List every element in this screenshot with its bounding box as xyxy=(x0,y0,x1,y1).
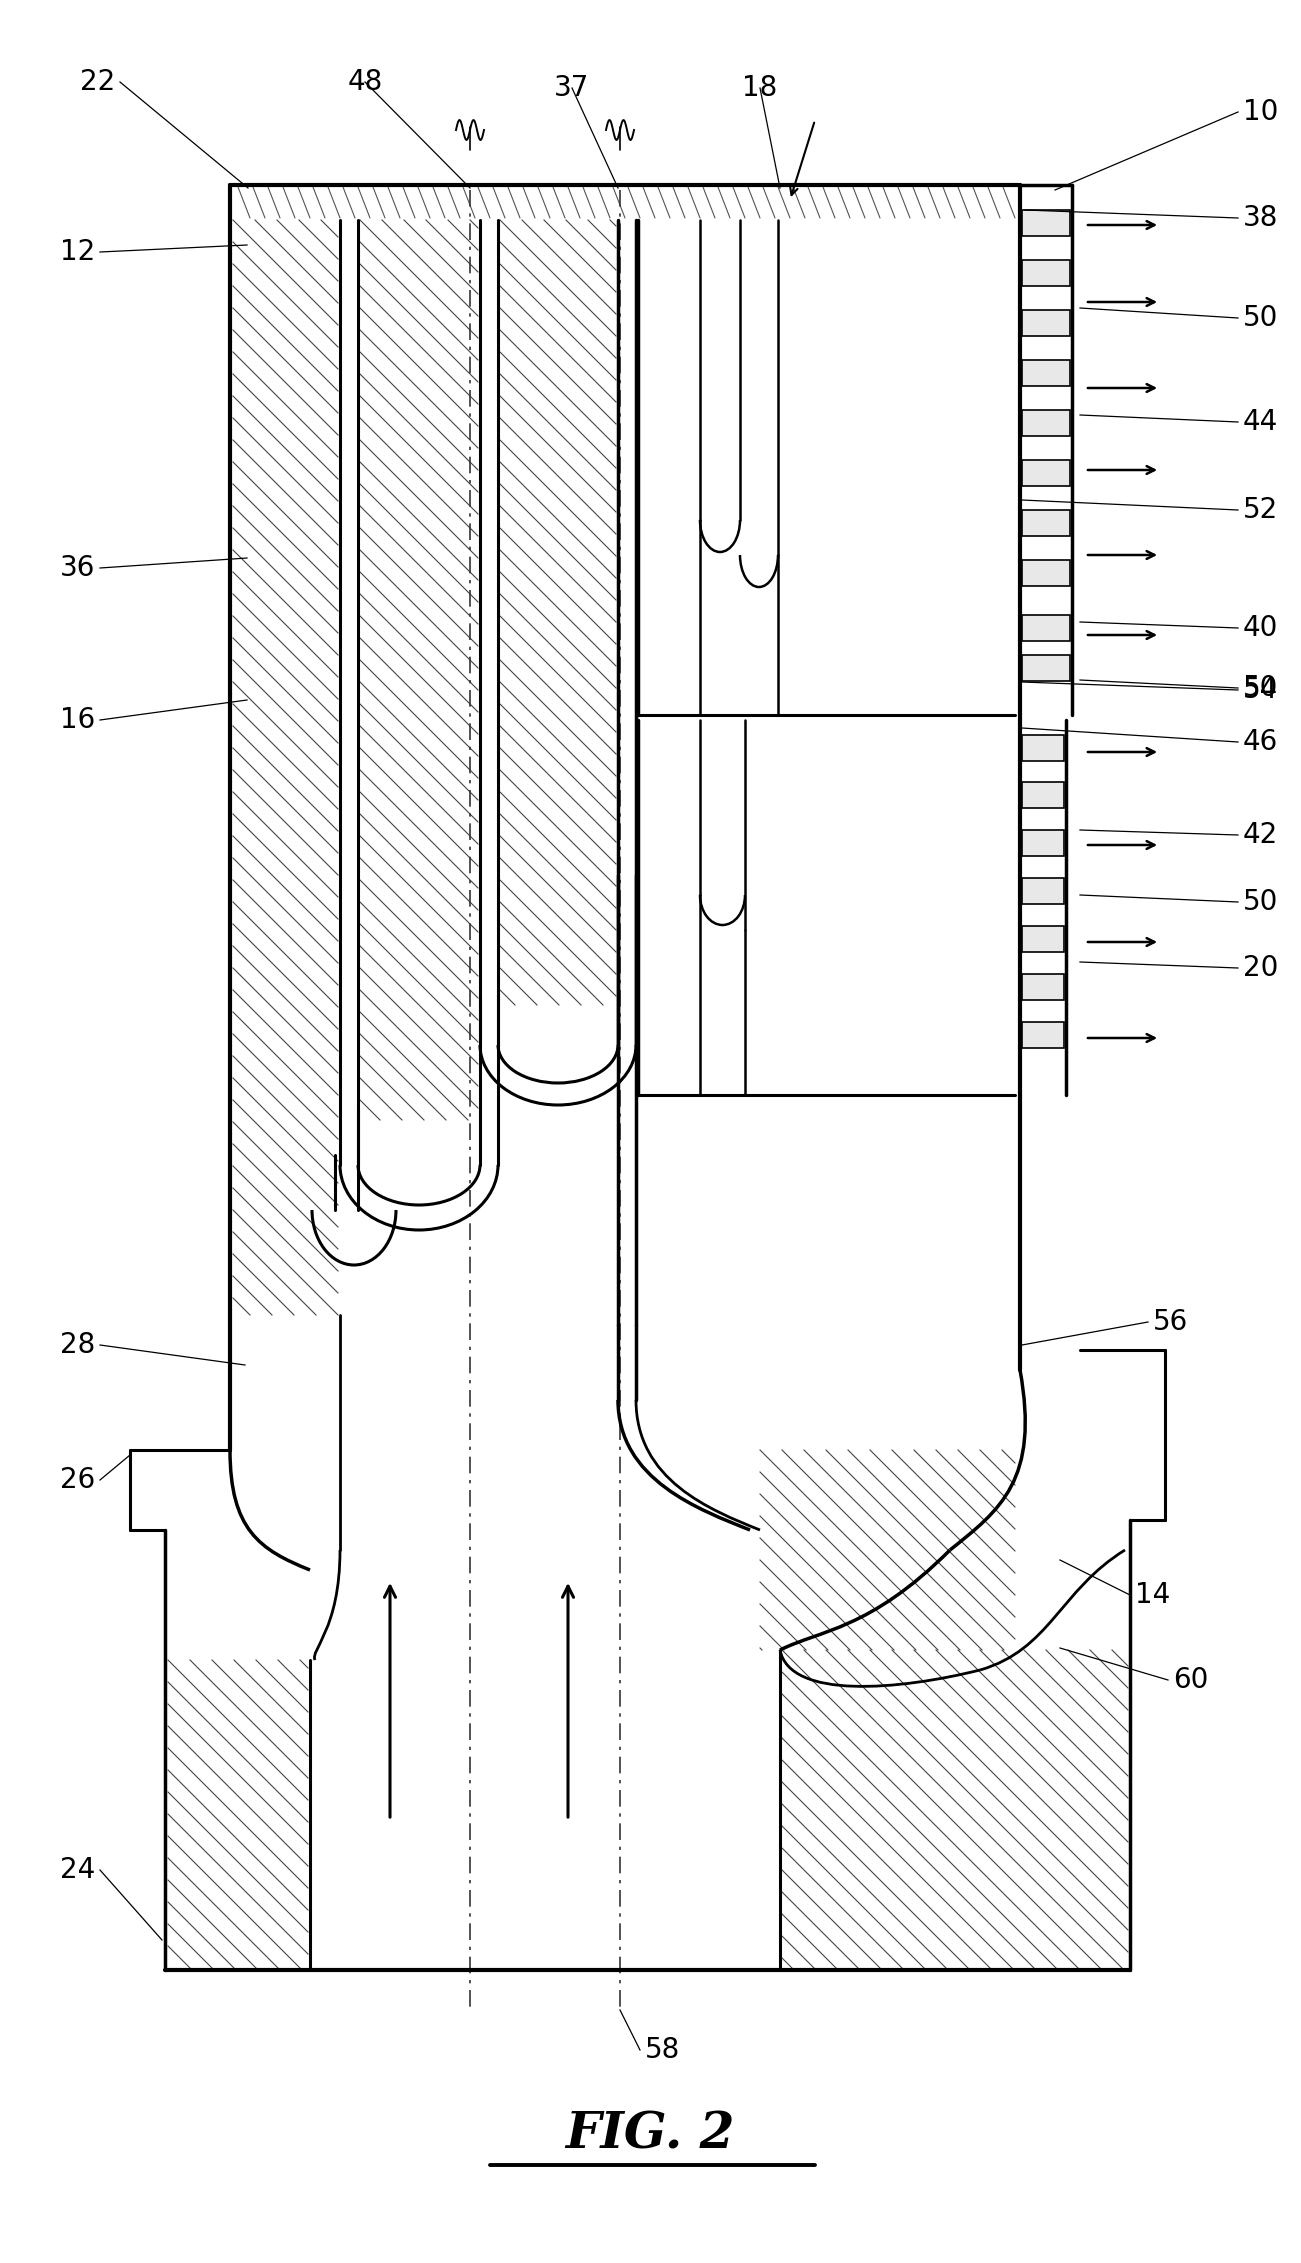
Bar xyxy=(1023,831,1064,855)
Text: 24: 24 xyxy=(60,1856,95,1885)
Text: 46: 46 xyxy=(1242,729,1279,756)
Text: 44: 44 xyxy=(1242,407,1279,437)
Bar xyxy=(1023,559,1069,586)
Bar xyxy=(1023,616,1069,640)
Bar xyxy=(1023,459,1069,487)
Text: 50: 50 xyxy=(1242,303,1279,333)
Text: 12: 12 xyxy=(60,238,95,267)
Text: 38: 38 xyxy=(1242,204,1279,233)
Bar xyxy=(1023,509,1069,536)
Text: 36: 36 xyxy=(60,554,95,582)
Text: 18: 18 xyxy=(743,75,778,102)
Text: 37: 37 xyxy=(554,75,589,102)
Text: 52: 52 xyxy=(1242,496,1279,525)
Bar xyxy=(1023,926,1064,953)
Text: 20: 20 xyxy=(1242,955,1279,982)
Text: 10: 10 xyxy=(1242,97,1279,127)
Text: 50: 50 xyxy=(1242,674,1279,702)
Text: FIG. 2: FIG. 2 xyxy=(566,2111,735,2159)
Text: 60: 60 xyxy=(1174,1666,1209,1695)
Text: 42: 42 xyxy=(1242,821,1279,849)
Text: 40: 40 xyxy=(1242,613,1279,643)
Bar xyxy=(1023,973,1064,1000)
Bar xyxy=(1023,735,1064,760)
Text: 16: 16 xyxy=(60,706,95,733)
Text: 50: 50 xyxy=(1242,887,1279,917)
Text: 22: 22 xyxy=(79,68,114,95)
Bar xyxy=(1023,783,1064,808)
Text: 48: 48 xyxy=(347,68,382,95)
Text: 56: 56 xyxy=(1153,1308,1188,1335)
Text: 58: 58 xyxy=(645,2037,680,2064)
Bar xyxy=(1023,878,1064,903)
Bar xyxy=(1023,210,1069,235)
Bar xyxy=(1023,260,1069,285)
Text: 28: 28 xyxy=(60,1331,95,1360)
Text: 14: 14 xyxy=(1134,1582,1171,1609)
Bar xyxy=(1023,360,1069,387)
Bar xyxy=(1023,654,1069,681)
Bar xyxy=(1023,310,1069,335)
Bar xyxy=(1023,410,1069,437)
Text: 26: 26 xyxy=(60,1466,95,1494)
Bar xyxy=(1023,1023,1064,1048)
Text: 54: 54 xyxy=(1242,677,1279,704)
